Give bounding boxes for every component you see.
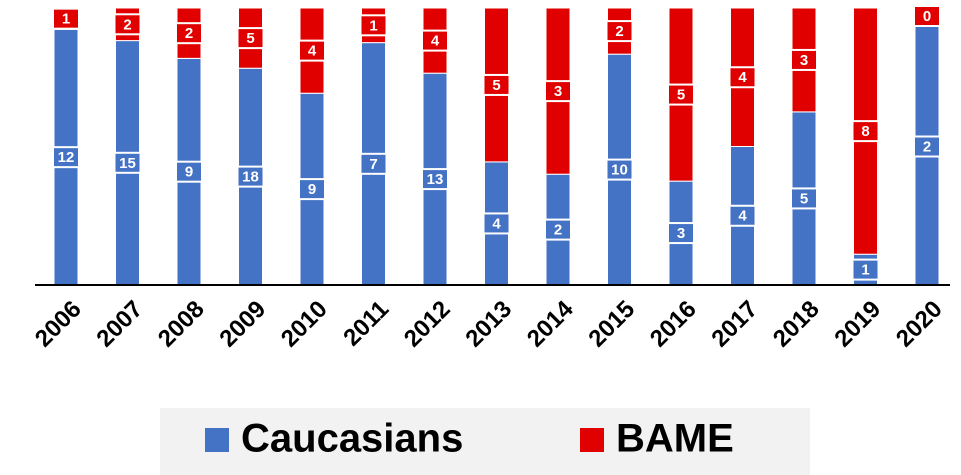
data-label-box	[175, 160, 203, 183]
x-tick-label: 2013	[460, 296, 517, 353]
data-label: 5	[246, 30, 254, 47]
data-label-box	[52, 146, 80, 169]
data-label: 4	[738, 208, 747, 225]
data-label: 18	[242, 169, 259, 186]
data-label-box	[790, 48, 818, 71]
x-tick-label: 2015	[583, 296, 640, 353]
data-label-box	[728, 204, 757, 227]
data-label-box	[359, 152, 388, 175]
data-label-box	[298, 39, 326, 62]
data-label-box	[544, 218, 572, 241]
data-label-box	[667, 222, 695, 245]
data-label-box	[298, 178, 326, 201]
x-tick-label: 2008	[153, 296, 210, 353]
data-label: 2	[185, 25, 193, 42]
data-label-box	[421, 168, 449, 191]
data-label: 12	[58, 149, 75, 166]
data-label: 3	[554, 83, 562, 100]
x-tick-label: 2011	[338, 296, 394, 352]
data-label: 9	[308, 181, 316, 198]
data-label-box	[482, 73, 511, 96]
legend-label: Caucasians	[241, 417, 463, 461]
data-label: 2	[123, 16, 131, 33]
data-label: 1	[62, 11, 70, 28]
x-tick-label: 2009	[214, 296, 271, 353]
data-label: 10	[611, 162, 628, 179]
data-label: 4	[738, 69, 747, 86]
data-label-box	[913, 135, 941, 158]
data-label: 4	[492, 215, 501, 232]
data-label: 4	[431, 33, 440, 50]
data-label: 1	[861, 262, 869, 279]
data-label-box	[236, 27, 265, 50]
data-label: 3	[677, 225, 685, 242]
data-label-box	[605, 158, 634, 181]
data-label: 13	[427, 171, 444, 188]
data-label-box	[605, 20, 634, 43]
x-tick-label: 2006	[30, 296, 87, 353]
data-label-box	[790, 187, 818, 210]
x-tick-label: 2014	[522, 295, 579, 352]
data-label: 2	[615, 23, 623, 40]
data-label-box	[236, 165, 265, 188]
data-label-box	[851, 120, 880, 143]
data-label-box	[359, 14, 388, 37]
x-tick-label: 2007	[91, 296, 148, 353]
legend-swatch	[205, 428, 229, 452]
data-label: 5	[800, 190, 808, 207]
data-label: 3	[800, 52, 808, 69]
data-label-box	[175, 22, 203, 45]
data-label: 2	[554, 222, 562, 239]
data-label-box	[113, 151, 142, 174]
data-label-box	[113, 13, 142, 36]
x-tick-label: 2020	[891, 296, 948, 353]
data-label-box	[728, 66, 757, 89]
legend-swatch	[580, 428, 604, 452]
data-label: 2	[923, 138, 931, 155]
data-label: 4	[308, 43, 317, 60]
data-label: 5	[677, 87, 685, 104]
data-label-box	[851, 258, 880, 281]
data-label-box	[421, 29, 449, 52]
data-label: 9	[185, 164, 193, 181]
legend-label: BAME	[616, 417, 734, 461]
x-tick-label: 2010	[276, 296, 333, 353]
data-label-box	[667, 83, 695, 106]
data-label: 7	[369, 156, 377, 173]
data-label: 5	[492, 77, 500, 94]
x-tick-label: 2017	[706, 296, 763, 353]
x-tick-label: 2012	[399, 296, 456, 353]
data-label: 8	[861, 123, 869, 140]
data-label-box	[913, 5, 941, 27]
x-tick-label: 2016	[645, 296, 702, 353]
data-label-box	[482, 212, 511, 235]
x-tick-label: 2018	[768, 296, 825, 353]
data-label: 1	[369, 17, 377, 34]
x-tick-label: 2019	[829, 296, 886, 353]
legend-box	[160, 408, 810, 475]
data-label-box	[52, 7, 80, 30]
data-label: 0	[923, 8, 931, 25]
data-label: 15	[119, 155, 136, 172]
data-label-box	[544, 80, 572, 103]
